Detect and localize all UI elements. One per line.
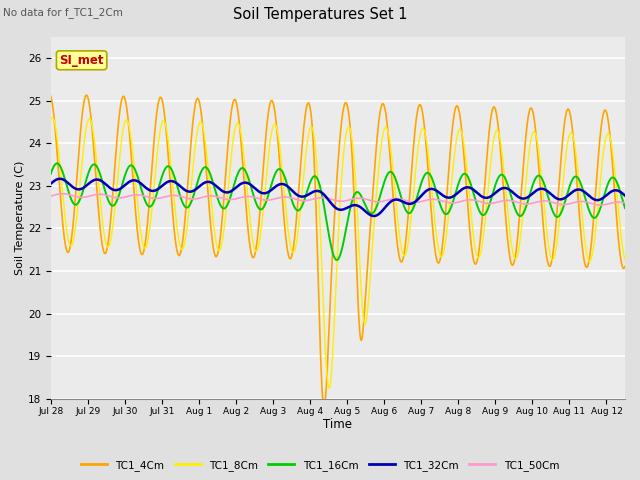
Text: No data for f_TC1_2Cm: No data for f_TC1_2Cm (3, 7, 123, 18)
Text: SI_met: SI_met (60, 54, 104, 67)
Legend: TC1_4Cm, TC1_8Cm, TC1_16Cm, TC1_32Cm, TC1_50Cm: TC1_4Cm, TC1_8Cm, TC1_16Cm, TC1_32Cm, TC… (77, 456, 563, 475)
Y-axis label: Soil Temperature (C): Soil Temperature (C) (15, 161, 25, 275)
X-axis label: Time: Time (323, 419, 353, 432)
Text: Soil Temperatures Set 1: Soil Temperatures Set 1 (233, 7, 407, 22)
